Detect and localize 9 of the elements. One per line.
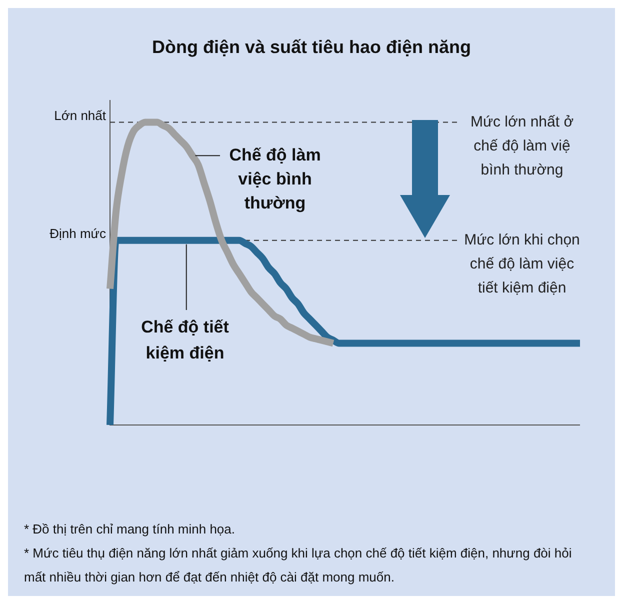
text: * Đồ thị trên chỉ mang tính minh họa. xyxy=(24,522,236,537)
annotation: Mức lớn nhất ở chế độ làm việ bình thường xyxy=(470,113,574,178)
chart-title: Dòng điện và suất tiêu hao điện năng xyxy=(152,36,472,57)
text: * Mức tiêu thụ điện năng lớn nhất giảm xuống khi lựa chọn chế độ tiết kiệm điện, nhưng đòi hỏi mất nhiều thời gian hơn để đạt đến nhiệt độ cài đặt mong muốn. xyxy=(24,546,572,585)
ref-line-label: Định mức xyxy=(50,226,106,241)
series-label: Chế độ tiết kiệm điện xyxy=(141,318,230,363)
annotation: Mức lớn khi chọn chế độ làm việc tiết kiệm điện xyxy=(464,231,580,296)
series-label: Chế độ làm việc bình thường xyxy=(229,145,321,212)
ref-line-label: Lớn nhất xyxy=(54,108,106,123)
